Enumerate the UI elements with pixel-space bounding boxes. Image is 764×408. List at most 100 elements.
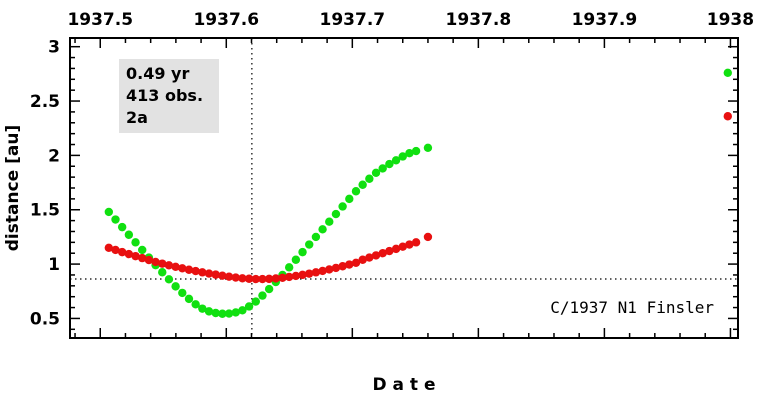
y-tick-label: 1.5 bbox=[30, 201, 60, 221]
series-green-point bbox=[405, 149, 414, 158]
series-red-point bbox=[358, 255, 367, 264]
data-points-layer bbox=[104, 68, 732, 318]
series-green-point bbox=[423, 143, 433, 152]
series-red-point bbox=[338, 262, 347, 271]
series-red-point bbox=[218, 271, 227, 280]
series-green-point bbox=[117, 222, 127, 232]
info-box-line: 2a bbox=[126, 108, 148, 127]
series-green-point bbox=[345, 194, 354, 204]
series-red-point bbox=[151, 257, 160, 267]
series-green-point bbox=[204, 307, 214, 316]
series-green-point bbox=[385, 159, 394, 169]
series-green-point bbox=[198, 304, 207, 313]
series-green-point bbox=[723, 68, 732, 77]
y-axis-title: distance [au] bbox=[3, 125, 23, 251]
series-red-point bbox=[111, 245, 120, 255]
series-green-point bbox=[104, 207, 114, 217]
series-red-point bbox=[251, 274, 260, 284]
series-green-point bbox=[251, 297, 260, 306]
series-green-point bbox=[164, 275, 174, 284]
series-red-point bbox=[325, 265, 334, 274]
series-green-point bbox=[184, 294, 194, 304]
series-green-point bbox=[231, 308, 240, 317]
series-green-point bbox=[291, 255, 301, 264]
series-red-point bbox=[411, 238, 421, 247]
series-red-point bbox=[298, 270, 307, 280]
series-green-point bbox=[305, 240, 314, 249]
x-tick-label: 1937.8 bbox=[446, 10, 512, 30]
series-green-point bbox=[298, 247, 307, 257]
series-green-point bbox=[138, 245, 147, 255]
series-red-point bbox=[271, 274, 281, 283]
series-red-point bbox=[131, 251, 140, 261]
series-red-point bbox=[311, 268, 321, 277]
x-tick-label: 1937.9 bbox=[572, 10, 638, 30]
series-red-point bbox=[178, 264, 187, 273]
series-green-point bbox=[238, 306, 247, 315]
series-red-point bbox=[198, 268, 207, 277]
x-tick-label: 1937.6 bbox=[193, 10, 259, 30]
series-red-point bbox=[318, 266, 327, 276]
series-red-point bbox=[104, 243, 114, 252]
series-red-point bbox=[164, 261, 174, 270]
series-red-point bbox=[423, 232, 433, 242]
ticks-layer: 1937.5 1937.6 1937.7 1937.8 1937.9 1938 0.5 1 1.… bbox=[30, 10, 754, 338]
reference-lines bbox=[70, 38, 738, 338]
y-tick-label: 2.5 bbox=[30, 92, 60, 112]
series-green-point bbox=[191, 300, 200, 309]
series-red-point bbox=[211, 270, 220, 279]
series-red-point bbox=[244, 274, 254, 283]
series-green-point bbox=[318, 225, 327, 234]
series-green-point bbox=[131, 238, 140, 247]
series-red-point bbox=[264, 274, 274, 284]
series-green-point bbox=[224, 309, 234, 318]
x-tick-label: 1937.7 bbox=[320, 10, 386, 30]
series-red-point bbox=[231, 273, 240, 282]
x-axis-title: D a t e bbox=[373, 375, 436, 395]
x-tick-label: 1938 bbox=[707, 10, 754, 30]
series-red-point bbox=[258, 274, 267, 284]
series-red-point bbox=[184, 265, 194, 274]
series-red-point bbox=[278, 273, 287, 282]
series-green-point bbox=[311, 232, 321, 242]
series-green-point bbox=[244, 302, 254, 311]
series-red-point bbox=[305, 269, 314, 278]
series-green-point bbox=[178, 288, 187, 298]
series-green-point bbox=[378, 164, 387, 173]
series-green-point bbox=[371, 168, 381, 177]
series-red-point bbox=[723, 112, 732, 121]
series-red-point bbox=[191, 266, 200, 276]
series-red-point bbox=[171, 262, 180, 272]
series-red-point bbox=[144, 255, 154, 265]
info-box-line: 0.49 yr bbox=[126, 64, 189, 83]
series-red-point bbox=[351, 258, 361, 267]
series-green-point bbox=[398, 152, 407, 161]
series-green-point bbox=[211, 308, 220, 318]
series-red-point bbox=[138, 253, 147, 263]
info-box-background bbox=[119, 59, 219, 133]
series-green-point bbox=[284, 263, 294, 272]
series-green-point bbox=[124, 230, 134, 239]
series-green-point bbox=[358, 180, 367, 189]
info-box-line: 413 obs. bbox=[126, 86, 203, 105]
series-green-point bbox=[351, 187, 361, 196]
series-green-point bbox=[391, 156, 401, 165]
series-red-point bbox=[117, 247, 127, 257]
series-red-point bbox=[391, 244, 401, 254]
series-green-point bbox=[158, 268, 167, 277]
y-tick-label: 1 bbox=[48, 255, 60, 275]
series-red-point bbox=[365, 253, 374, 262]
series-red-point bbox=[204, 269, 214, 278]
series-green-point bbox=[218, 309, 227, 318]
series-red-point bbox=[378, 249, 387, 258]
series-red-point bbox=[405, 240, 414, 249]
series-green-point bbox=[258, 291, 267, 300]
series-red-point bbox=[284, 272, 294, 282]
series-red-point bbox=[224, 272, 234, 281]
series-red-point bbox=[238, 274, 247, 283]
series-green-point bbox=[264, 284, 274, 294]
series-green-point bbox=[325, 217, 334, 226]
series-green-point bbox=[338, 202, 347, 211]
